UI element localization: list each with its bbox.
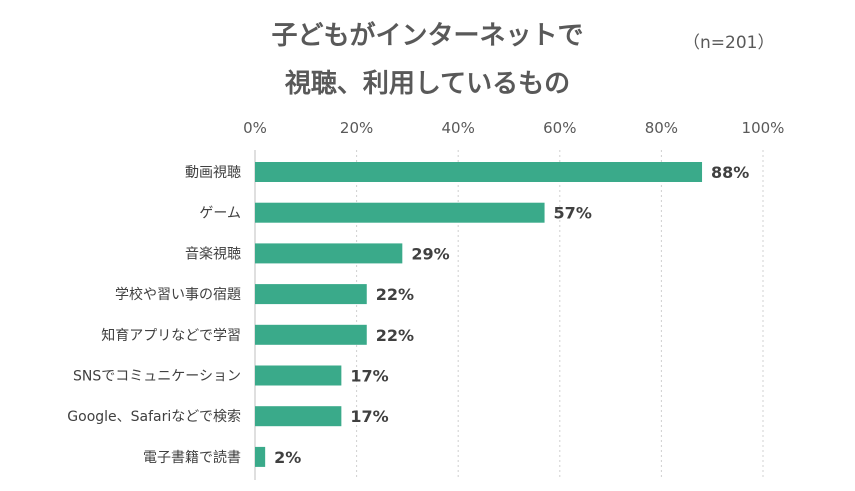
data-label: 22% (376, 326, 414, 345)
chart-title-line1: 子どもがインターネットで (271, 21, 584, 51)
data-label: 57% (554, 204, 592, 223)
data-label: 17% (350, 407, 388, 426)
data-label: 2% (274, 448, 301, 467)
category-label: 音楽視聴 (185, 245, 241, 262)
data-label: 29% (411, 244, 449, 263)
category-label: 知育アプリなどで学習 (101, 327, 241, 344)
data-label: 88% (711, 163, 749, 182)
chart-title: 子どもがインターネットで 視聴、利用しているもの (0, 0, 855, 106)
bar (255, 243, 403, 264)
data-label: 17% (350, 367, 388, 386)
chart-title-line2: 視聴、利用しているもの (284, 69, 571, 99)
category-label: SNSでコミュニケーション (73, 369, 241, 385)
category-label: ゲーム (199, 206, 241, 222)
x-tick-label: 40% (442, 119, 475, 137)
x-tick-label: 60% (543, 119, 576, 137)
data-label: 22% (376, 285, 414, 304)
x-tick-label: 20% (340, 119, 373, 137)
x-tick-label: 0% (243, 119, 267, 137)
category-label: 電子書籍で読書 (143, 449, 241, 466)
x-tick-label: 100% (742, 119, 785, 137)
x-tick-label: 80% (645, 119, 678, 137)
bar (255, 162, 703, 182)
bar (255, 202, 545, 223)
sample-size-label: （n=201） (683, 33, 775, 53)
category-label: 動画視聴 (185, 165, 241, 181)
bar (255, 446, 266, 467)
category-label: 学校や習い事の宿題 (115, 286, 241, 303)
bar (255, 365, 342, 386)
bar (255, 284, 367, 305)
bar (255, 406, 342, 427)
bar (255, 324, 367, 345)
category-label: Google、Safariなどで検索 (67, 408, 241, 425)
